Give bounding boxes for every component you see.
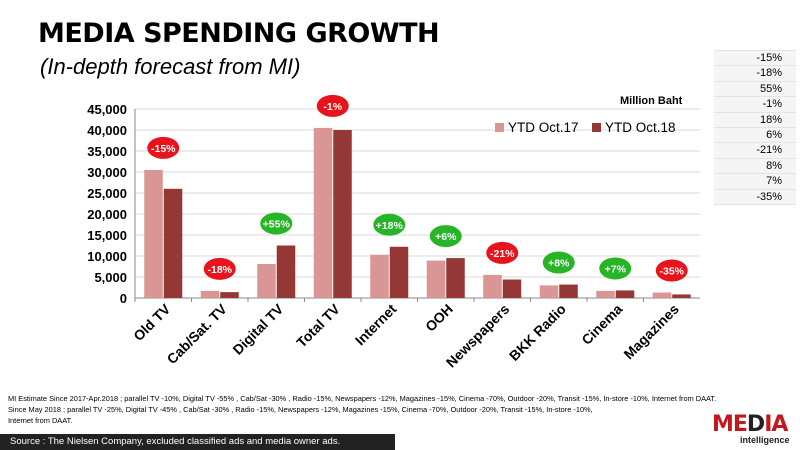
y-tick-label: 40,000 xyxy=(87,123,127,138)
growth-badge xyxy=(260,212,293,235)
logo-part: ME xyxy=(712,412,748,437)
side-table-row: 6% xyxy=(714,127,796,144)
growth-badge xyxy=(486,241,519,264)
growth-badge-label: +55% xyxy=(263,219,291,231)
y-tick-label: 5,000 xyxy=(94,270,127,285)
bar-ytd-oct18 xyxy=(446,258,465,298)
bar-ytd-oct17 xyxy=(539,285,559,298)
growth-badge-label: +18% xyxy=(376,220,404,232)
methodology-notes: MI Estimate Since 2017-Apr.2018 ; parall… xyxy=(8,393,717,426)
bar-ytd-oct17 xyxy=(596,290,615,298)
growth-badge-label: -15% xyxy=(151,143,176,155)
bar-ytd-oct18 xyxy=(615,290,635,298)
bar-ytd-oct17 xyxy=(652,292,672,298)
x-category-label: Magazines xyxy=(620,301,682,363)
growth-badge xyxy=(316,94,349,117)
side-table-row: -18% xyxy=(714,66,796,82)
side-table-row: 7% xyxy=(714,174,796,190)
growth-badge xyxy=(203,257,236,280)
bar-ytd-oct17 xyxy=(426,260,446,298)
x-category-label: Internet xyxy=(352,301,400,349)
side-table-row: -1% xyxy=(714,97,796,113)
logo-part: IA xyxy=(764,412,788,437)
growth-badge xyxy=(373,213,406,236)
growth-badge-label: -1% xyxy=(323,101,342,113)
bar-ytd-oct17 xyxy=(313,127,333,299)
source-footer: Source : The Nielsen Company, excluded c… xyxy=(0,434,395,450)
side-table-row: -35% xyxy=(714,189,796,205)
y-tick-label: 15,000 xyxy=(87,228,127,243)
growth-badge-label: -35% xyxy=(659,266,684,278)
page-title: MEDIA SPENDING GROWTH xyxy=(38,18,440,49)
growth-badge xyxy=(147,136,180,159)
growth-badge xyxy=(599,257,632,280)
side-table-row: 55% xyxy=(714,81,796,98)
note-line: Internet from DAAT. xyxy=(8,416,73,425)
growth-badge xyxy=(542,251,575,274)
logo-subtext: intelligence xyxy=(740,435,790,445)
logo-part: D xyxy=(746,412,765,437)
y-tick-label: 25,000 xyxy=(87,186,127,201)
side-table-row: -21% xyxy=(714,143,796,159)
y-tick-label: 35,000 xyxy=(87,144,127,159)
bar-chart: 0 5,000 10,000 15,000 20,000 25,000 30,000 35,0… xyxy=(87,94,700,370)
growth-badge-label: -18% xyxy=(207,264,232,276)
x-category-label: OOH xyxy=(422,301,456,335)
note-line: Since May 2018 ; parallel TV -25%, Digit… xyxy=(8,405,593,414)
side-table-row: -15% xyxy=(714,51,796,67)
bar-ytd-oct18 xyxy=(220,292,239,298)
x-category-label: BKK Radio xyxy=(506,301,569,364)
bar-ytd-oct18 xyxy=(389,246,409,298)
growth-badge xyxy=(429,225,462,248)
y-tick-label: 10,000 xyxy=(87,249,127,264)
y-tick-label: 0 xyxy=(120,291,127,306)
legend-label: YTD Oct.18 xyxy=(605,120,676,135)
legend-label: YTD Oct.17 xyxy=(508,120,579,135)
x-category-label: Total TV xyxy=(293,300,343,350)
legend-swatch xyxy=(592,123,601,132)
growth-side-table: -15% -18% 55% -1% 18% 6% -21% 8% 7% -35% xyxy=(714,50,796,205)
growth-badge-label: +7% xyxy=(605,263,627,275)
y-tick-label: 30,000 xyxy=(87,165,127,180)
media-intelligence-logo: MEDIA intelligence xyxy=(712,414,800,450)
y-tick-label: 45,000 xyxy=(87,102,127,117)
bar-ytd-oct17 xyxy=(370,254,389,298)
growth-badge-label: +6% xyxy=(435,231,457,243)
x-category-label: Cinema xyxy=(578,301,625,348)
logo-wordmark: MEDIA xyxy=(712,414,800,436)
bar-ytd-oct17 xyxy=(200,290,220,298)
side-table-row: 18% xyxy=(714,112,796,128)
page-subtitle: (In-depth forecast from MI) xyxy=(40,54,301,79)
bar-ytd-oct18 xyxy=(276,245,296,298)
bar-ytd-oct18 xyxy=(163,188,183,298)
growth-badge xyxy=(655,259,688,282)
bar-ytd-oct17 xyxy=(144,169,163,298)
bar-ytd-oct17 xyxy=(257,263,276,298)
bar-ytd-oct18 xyxy=(333,130,352,298)
growth-badge-label: -21% xyxy=(490,248,515,260)
side-table-row: 8% xyxy=(714,158,796,175)
unit-label: Million Baht xyxy=(620,95,683,107)
bar-ytd-oct17 xyxy=(483,274,502,298)
growth-badge-label: +8% xyxy=(548,258,570,270)
x-category-label: Old TV xyxy=(130,300,174,344)
x-category-label: Digital TV xyxy=(229,300,286,357)
bar-ytd-oct18 xyxy=(502,279,522,298)
legend-swatch xyxy=(495,123,504,132)
y-tick-label: 20,000 xyxy=(87,207,127,222)
bar-ytd-oct18 xyxy=(559,284,578,298)
x-category-label: Cab/Sat. TV xyxy=(164,300,231,367)
note-line: MI Estimate Since 2017-Apr.2018 ; parall… xyxy=(8,394,717,403)
bar-ytd-oct18 xyxy=(672,294,691,298)
